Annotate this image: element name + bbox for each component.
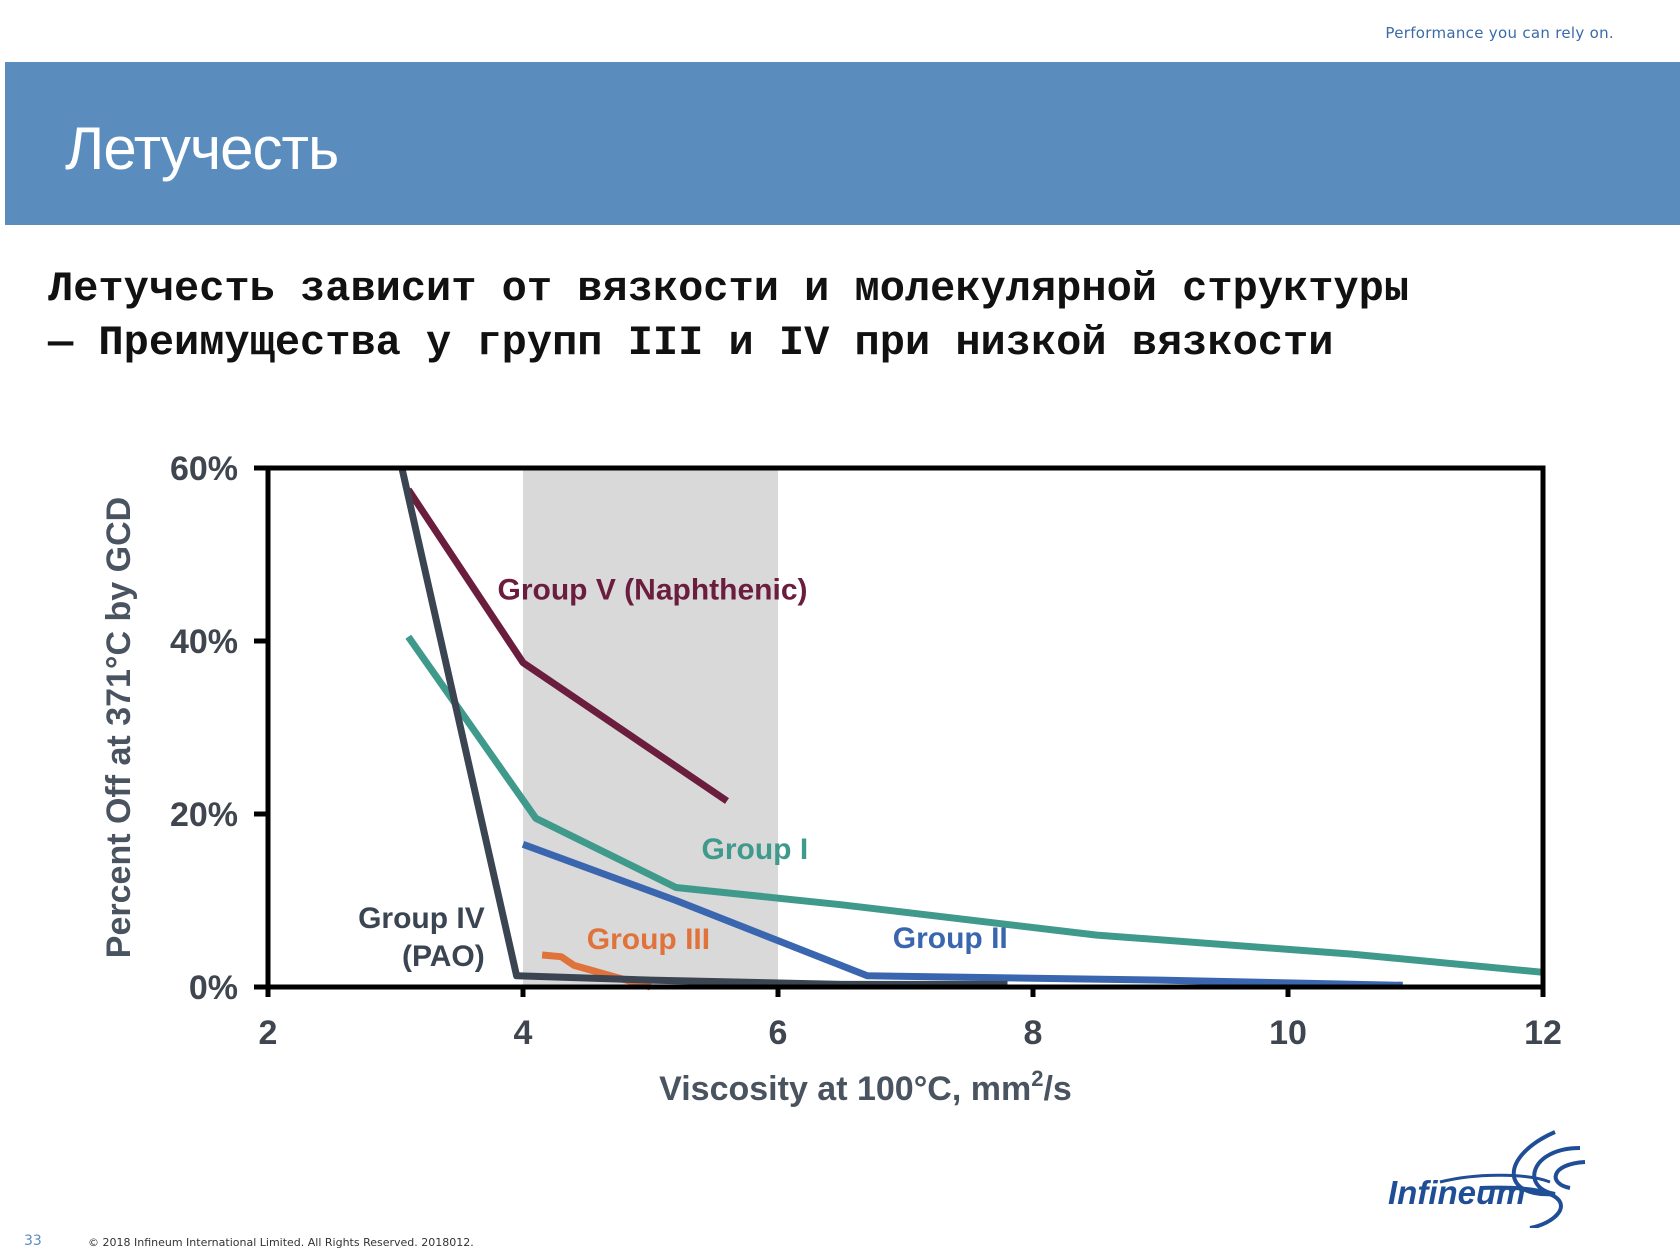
infineum-logo: Infineum: [1380, 1128, 1630, 1230]
x-tick-label-1: 4: [514, 1014, 533, 1052]
series-line-4: [398, 467, 1008, 988]
x-axis-label-tail: /s: [1043, 1070, 1071, 1108]
x-tick-label-4: 10: [1269, 1014, 1307, 1052]
slide-title: Летучесть: [65, 115, 339, 182]
y-tick-label-3: 60%: [170, 450, 238, 488]
series-line-1: [405, 634, 1544, 976]
logo-text: Infineum: [1388, 1174, 1526, 1211]
subtitle-line-2: — Преимущества у групп III и IV при низк…: [48, 319, 1334, 367]
y-tick-label-0: 0%: [189, 969, 238, 1007]
series-line-2: [521, 841, 1403, 989]
slide-subtitle: Летучесть зависит от вязкости и молекуля…: [48, 262, 1608, 370]
x-tick-label-5: 12: [1524, 1014, 1562, 1052]
y-axis-label: Percent Off at 371°C by GCD: [100, 497, 138, 958]
series-label-1-0: Group I: [702, 833, 809, 866]
plot-frame: [265, 465, 1546, 990]
tagline: Performance you can rely on.: [1385, 24, 1614, 42]
x-tick-label-3: 8: [1024, 1014, 1043, 1052]
series-label-2-0: Group II: [893, 922, 1008, 955]
x-axis-label-main: Viscosity at 100°C, mm: [659, 1070, 1031, 1108]
copyright-notice: © 2018 Infineum International Limited. A…: [88, 1236, 474, 1249]
x-tick-label-0: 2: [259, 1014, 278, 1052]
series-line-0: [405, 487, 729, 804]
series-label-4-0: Group IV: [358, 902, 485, 935]
subtitle-line-1: Летучесть зависит от вязкости и молекуля…: [48, 265, 1410, 313]
x-axis-label: Viscosity at 100°C, mm2/s: [659, 1066, 1072, 1108]
slide-number: 33: [24, 1233, 42, 1249]
y-tick-label-2: 40%: [170, 623, 238, 661]
y-tick-label-1: 20%: [170, 796, 238, 834]
x-axis-label-superscript: 2: [1031, 1066, 1043, 1091]
plot-area: [268, 468, 1543, 987]
logo-swoosh-icon: [1439, 1130, 1586, 1230]
series-label-4-1: (PAO): [402, 940, 485, 973]
series-label-0-0: Group V (Naphthenic): [498, 573, 808, 606]
series-label-3-0: Group III: [587, 923, 710, 956]
shaded-region: [523, 468, 778, 987]
x-tick-label-2: 6: [769, 1014, 788, 1052]
title-banner: Летучесть: [5, 62, 1680, 225]
